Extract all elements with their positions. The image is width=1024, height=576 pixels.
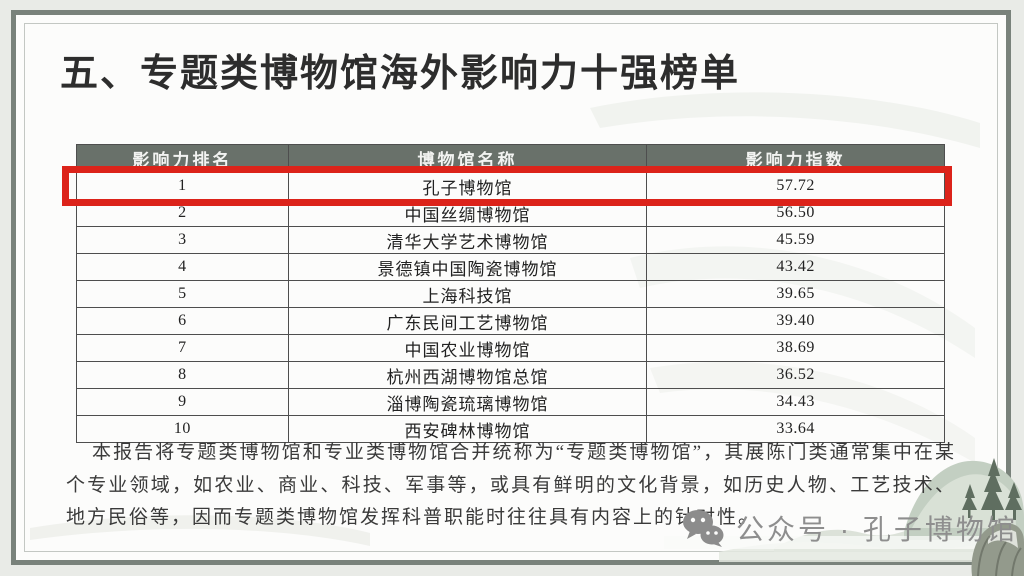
museum-name-cell: 景德镇中国陶瓷博物馆 bbox=[287, 253, 648, 281]
index-cell: 39.40 bbox=[646, 307, 945, 335]
slide-inner-frame bbox=[24, 23, 998, 552]
table-row: 7 中国农业博物馆 38.69 bbox=[76, 334, 945, 362]
table-body: 1 孔子博物馆 57.72 2 中国丝绸博物馆 56.50 3 清华大学艺术博物馆 45.59 4… bbox=[76, 172, 945, 443]
index-cell: 39.65 bbox=[646, 280, 945, 308]
rank-cell: 3 bbox=[76, 226, 289, 254]
table-row-highlighted: 1 孔子博物馆 57.72 bbox=[76, 172, 945, 200]
museum-name-cell: 淄博陶瓷琉璃博物馆 bbox=[287, 388, 648, 416]
watermark-text: 公众号 · 孔子博物馆 bbox=[736, 514, 1018, 545]
rank-cell: 7 bbox=[76, 334, 289, 362]
index-cell: 34.43 bbox=[646, 388, 945, 416]
wechat-icon bbox=[683, 510, 724, 547]
table-row: 8 杭州西湖博物馆总馆 36.52 bbox=[76, 361, 945, 389]
rank-cell: 4 bbox=[76, 253, 289, 281]
index-cell: 38.69 bbox=[646, 334, 945, 362]
table-row: 5 上海科技馆 39.65 bbox=[76, 280, 945, 308]
index-cell: 45.59 bbox=[646, 226, 945, 254]
rank-cell: 8 bbox=[76, 361, 289, 389]
museum-name-cell: 孔子博物馆 bbox=[287, 172, 648, 200]
museum-name-cell: 杭州西湖博物馆总馆 bbox=[287, 361, 648, 389]
museum-name-cell: 清华大学艺术博物馆 bbox=[287, 226, 648, 254]
rank-cell: 1 bbox=[76, 172, 289, 200]
rank-cell: 6 bbox=[76, 307, 289, 335]
index-cell: 57.72 bbox=[646, 172, 945, 200]
rank-cell: 5 bbox=[76, 280, 289, 308]
index-cell: 43.42 bbox=[646, 253, 945, 281]
table-row: 4 景德镇中国陶瓷博物馆 43.42 bbox=[76, 253, 945, 281]
museum-name-cell: 广东民间工艺博物馆 bbox=[287, 307, 648, 335]
wechat-watermark: 公众号 · 孔子博物馆 bbox=[682, 508, 1018, 548]
index-cell: 36.52 bbox=[646, 361, 945, 389]
rank-cell: 10 bbox=[76, 415, 289, 443]
museum-name-cell: 中国农业博物馆 bbox=[287, 334, 648, 362]
table-row: 6 广东民间工艺博物馆 39.40 bbox=[76, 307, 945, 335]
table-row: 9 淄博陶瓷琉璃博物馆 34.43 bbox=[76, 388, 945, 416]
rank-cell: 9 bbox=[76, 388, 289, 416]
red-highlight-box bbox=[62, 166, 952, 206]
slide-title: 五、专题类博物馆海外影响力十强榜单 bbox=[60, 53, 741, 95]
table-row: 3 清华大学艺术博物馆 45.59 bbox=[76, 226, 945, 254]
museum-name-cell: 上海科技馆 bbox=[287, 280, 648, 308]
museum-name-cell: 西安碑林博物馆 bbox=[287, 415, 648, 443]
